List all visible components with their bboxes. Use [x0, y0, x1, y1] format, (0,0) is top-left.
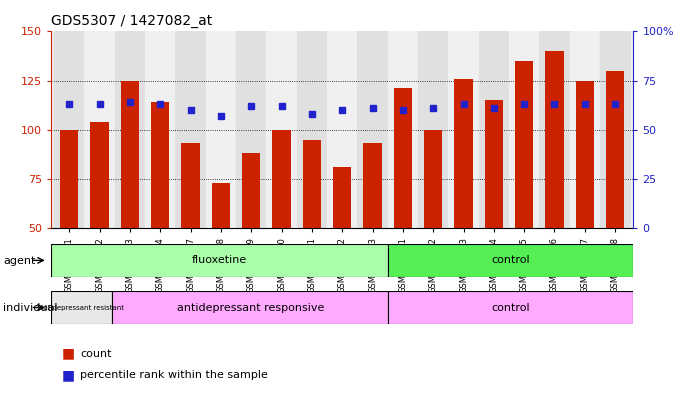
- Bar: [236, 31, 266, 228]
- Bar: [242, 153, 260, 228]
- Bar: [151, 102, 170, 228]
- Text: GDS5307 / 1427082_at: GDS5307 / 1427082_at: [51, 14, 212, 28]
- Bar: [212, 183, 230, 228]
- Bar: [272, 130, 291, 228]
- Bar: [509, 31, 539, 228]
- Bar: [327, 31, 358, 228]
- Text: control: control: [492, 303, 530, 312]
- Text: individual: individual: [3, 303, 58, 313]
- Bar: [51, 291, 112, 324]
- Text: control: control: [492, 255, 530, 265]
- Bar: [569, 31, 600, 228]
- Bar: [115, 31, 145, 228]
- Text: agent: agent: [3, 255, 36, 266]
- Bar: [448, 31, 479, 228]
- Bar: [388, 244, 633, 277]
- Bar: [418, 31, 448, 228]
- Bar: [145, 31, 176, 228]
- Bar: [54, 31, 84, 228]
- Text: percentile rank within the sample: percentile rank within the sample: [80, 370, 268, 380]
- Bar: [364, 143, 381, 228]
- Bar: [454, 79, 473, 228]
- Bar: [206, 31, 236, 228]
- Bar: [176, 31, 206, 228]
- Bar: [297, 31, 327, 228]
- Bar: [600, 31, 631, 228]
- Bar: [266, 31, 297, 228]
- Bar: [515, 61, 533, 228]
- Text: count: count: [80, 349, 112, 359]
- Bar: [388, 291, 633, 324]
- Bar: [84, 31, 115, 228]
- Bar: [575, 81, 594, 228]
- Text: antidepressant resistant: antidepressant resistant: [39, 305, 124, 310]
- Bar: [112, 291, 388, 324]
- Bar: [358, 31, 387, 228]
- Bar: [479, 31, 509, 228]
- Bar: [51, 244, 388, 277]
- Text: fluoxetine: fluoxetine: [192, 255, 247, 265]
- Bar: [606, 71, 624, 228]
- Bar: [91, 122, 109, 228]
- Text: ■: ■: [61, 347, 74, 361]
- Bar: [545, 51, 564, 228]
- Bar: [303, 140, 321, 228]
- Bar: [121, 81, 139, 228]
- Bar: [394, 88, 412, 228]
- Bar: [60, 130, 78, 228]
- Bar: [485, 100, 503, 228]
- Bar: [181, 143, 200, 228]
- Bar: [539, 31, 569, 228]
- Bar: [333, 167, 351, 228]
- Bar: [424, 130, 442, 228]
- Text: antidepressant responsive: antidepressant responsive: [176, 303, 324, 312]
- Bar: [387, 31, 418, 228]
- Text: ■: ■: [61, 368, 74, 382]
